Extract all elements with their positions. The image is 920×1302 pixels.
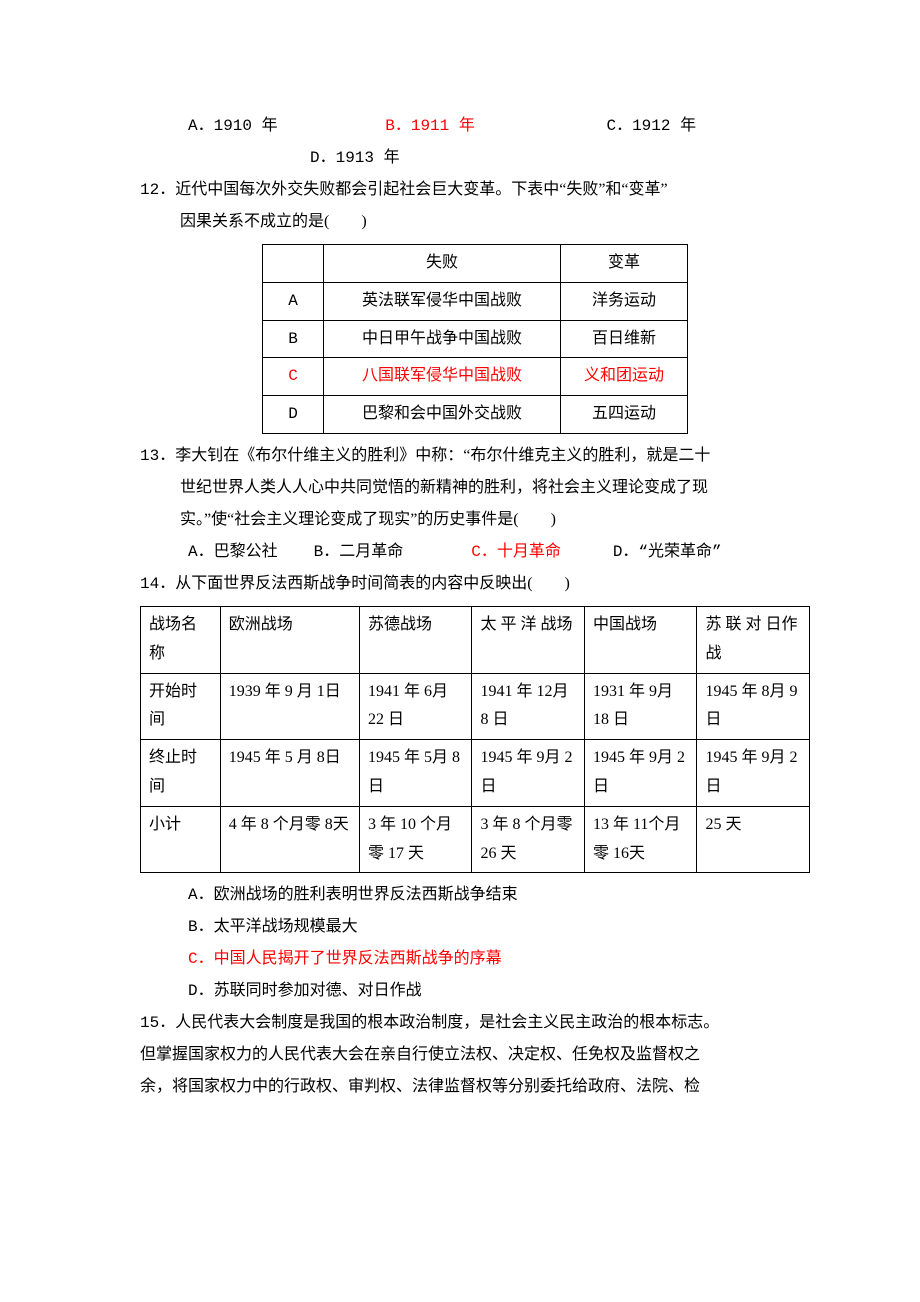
q11-options-row: A．1910 年 B．1911 年 C．1912 年 D．1913 年: [140, 110, 810, 174]
q14-r1-label: 开始时间: [141, 673, 221, 740]
q14-r3-c2: 3 年 8 个月零 26 天: [472, 806, 584, 873]
q14-r3-c3: 13 年 11个月零 16天: [584, 806, 696, 873]
q12-stem-text1: 近代中国每次外交失败都会引起社会巨大变革。下表中“失败”和“变革”: [175, 181, 667, 198]
q14-r0-c0: 欧洲战场: [220, 606, 359, 673]
q14-r3-c1: 3 年 10 个月零 17 天: [360, 806, 472, 873]
q12-row-c-reform: 义和团运动: [561, 358, 688, 396]
q15-number: 15．: [140, 1014, 175, 1032]
exam-page: A．1910 年 B．1911 年 C．1912 年 D．1913 年 12．近…: [0, 0, 920, 1302]
q12-row-b: B 中日甲午战争中国战败 百日维新: [263, 320, 688, 358]
q12-row-a-reform: 洋务运动: [561, 282, 688, 320]
q14-row-total: 小计 4 年 8 个月零 8天 3 年 10 个月零 17 天 3 年 8 个月…: [141, 806, 810, 873]
q14-row-start: 开始时间 1939 年 9 月 1日 1941 年 6月 22 日 1941 年…: [141, 673, 810, 740]
q14-r0-c1: 苏德战场: [360, 606, 472, 673]
q12-th-blank: [263, 245, 324, 283]
q14-row-end: 终止时间 1945 年 5 月 8日 1945 年 5月 8 日 1945 年 …: [141, 740, 810, 807]
q13-stem-text1: 李大钊在《布尔什维主义的胜利》中称：“布尔什维克主义的胜利，就是二十: [175, 447, 710, 464]
q14-r2-c3: 1945 年 9月 2 日: [584, 740, 696, 807]
q12-row-b-key: B: [263, 320, 324, 358]
q15-line2: 但掌握国家权力的人民代表大会在亲自行使立法权、决定权、任免权及监督权之: [140, 1039, 810, 1071]
q14-r3-c4: 25 天: [697, 806, 810, 873]
q14-table: 战场名称 欧洲战场 苏德战场 太 平 洋 战场 中国战场 苏 联 对 日作战 开…: [140, 606, 810, 873]
q13-opt-d: D．“光荣革命”: [613, 536, 722, 568]
q13-options-row: A．巴黎公社 B．二月革命 C．十月革命 D．“光荣革命”: [140, 536, 810, 568]
q11-opt-a: A．1910 年: [188, 110, 278, 142]
q14-row-name: 战场名称 欧洲战场 苏德战场 太 平 洋 战场 中国战场 苏 联 对 日作战: [141, 606, 810, 673]
q14-r1-c2: 1941 年 12月 8 日: [472, 673, 584, 740]
q14-r0-c3: 中国战场: [584, 606, 696, 673]
q14-r2-c4: 1945 年 9月 2 日: [697, 740, 810, 807]
q14-r1-c4: 1945 年 8月 9 日: [697, 673, 810, 740]
q12-stem-line1: 12．近代中国每次外交失败都会引起社会巨大变革。下表中“失败”和“变革”: [140, 174, 810, 206]
q14-r2-label: 终止时间: [141, 740, 221, 807]
q14-stem-text: 从下面世界反法西斯战争时间简表的内容中反映出( ): [175, 575, 570, 592]
q12-row-a: A 英法联军侵华中国战败 洋务运动: [263, 282, 688, 320]
q13-stem-line1: 13．李大钊在《布尔什维主义的胜利》中称：“布尔什维克主义的胜利，就是二十: [140, 440, 810, 472]
q11-opt-b: B．1911 年: [385, 110, 475, 142]
q12-row-d-key: D: [263, 396, 324, 434]
q13-stem-line2: 世纪世界人类人人心中共同觉悟的新精神的胜利，将社会主义理论变成了现: [140, 472, 810, 504]
q12-row-c: C 八国联军侵华中国战败 义和团运动: [263, 358, 688, 396]
q12-row-b-reform: 百日维新: [561, 320, 688, 358]
q12-row-a-key: A: [263, 282, 324, 320]
q11-opt-d: D．1913 年: [310, 142, 400, 174]
q12-row-c-fail: 八国联军侵华中国战败: [324, 358, 561, 396]
q12-th-reform: 变革: [561, 245, 688, 283]
q14-r2-c2: 1945 年 9月 2 日: [472, 740, 584, 807]
q14-r3-label: 小计: [141, 806, 221, 873]
q12-th-fail: 失败: [324, 245, 561, 283]
q14-r1-c1: 1941 年 6月 22 日: [360, 673, 472, 740]
q12-number: 12．: [140, 181, 175, 199]
q12-row-d: D 巴黎和会中国外交战败 五四运动: [263, 396, 688, 434]
q12-row-c-key: C: [263, 358, 324, 396]
q14-opt-a: A．欧洲战场的胜利表明世界反法西斯战争结束: [140, 879, 810, 911]
q12-table-header: 失败 变革: [263, 245, 688, 283]
q14-r3-c0: 4 年 8 个月零 8天: [220, 806, 359, 873]
q14-opt-b: B．太平洋战场规模最大: [140, 911, 810, 943]
q14-r0-c2: 太 平 洋 战场: [472, 606, 584, 673]
q14-r2-c1: 1945 年 5月 8 日: [360, 740, 472, 807]
q12-row-d-fail: 巴黎和会中国外交战败: [324, 396, 561, 434]
q13-opt-c: C．十月革命: [471, 536, 561, 568]
q12-row-b-fail: 中日甲午战争中国战败: [324, 320, 561, 358]
q13-number: 13．: [140, 447, 175, 465]
q11-opt-c: C．1912 年: [606, 110, 696, 142]
q13-stem-line3: 实。”使“社会主义理论变成了现实”的历史事件是( ): [140, 504, 810, 536]
q13-opt-b: B．二月革命: [314, 536, 404, 568]
q15-line3: 余，将国家权力中的行政权、审判权、法律监督权等分别委托给政府、法院、检: [140, 1071, 810, 1103]
q12-row-a-fail: 英法联军侵华中国战败: [324, 282, 561, 320]
q14-number: 14．: [140, 575, 175, 593]
q14-stem: 14．从下面世界反法西斯战争时间简表的内容中反映出( ): [140, 568, 810, 600]
q14-opt-c: C．中国人民揭开了世界反法西斯战争的序幕: [140, 943, 810, 975]
q14-r1-c3: 1931 年 9月 18 日: [584, 673, 696, 740]
q13-opt-a: A．巴黎公社: [188, 536, 278, 568]
q14-r1-c0: 1939 年 9 月 1日: [220, 673, 359, 740]
q15-text1: 人民代表大会制度是我国的根本政治制度，是社会主义民主政治的根本标志。: [175, 1014, 719, 1031]
q12-row-d-reform: 五四运动: [561, 396, 688, 434]
q12-table: 失败 变革 A 英法联军侵华中国战败 洋务运动 B 中日甲午战争中国战败 百日维…: [262, 244, 688, 434]
q15-line1: 15．人民代表大会制度是我国的根本政治制度，是社会主义民主政治的根本标志。: [140, 1007, 810, 1039]
q14-r2-c0: 1945 年 5 月 8日: [220, 740, 359, 807]
q14-r0-label: 战场名称: [141, 606, 221, 673]
q14-opt-d: D．苏联同时参加对德、对日作战: [140, 975, 810, 1007]
q14-r0-c4: 苏 联 对 日作战: [697, 606, 810, 673]
q12-stem-line2: 因果关系不成立的是( ): [140, 206, 810, 238]
